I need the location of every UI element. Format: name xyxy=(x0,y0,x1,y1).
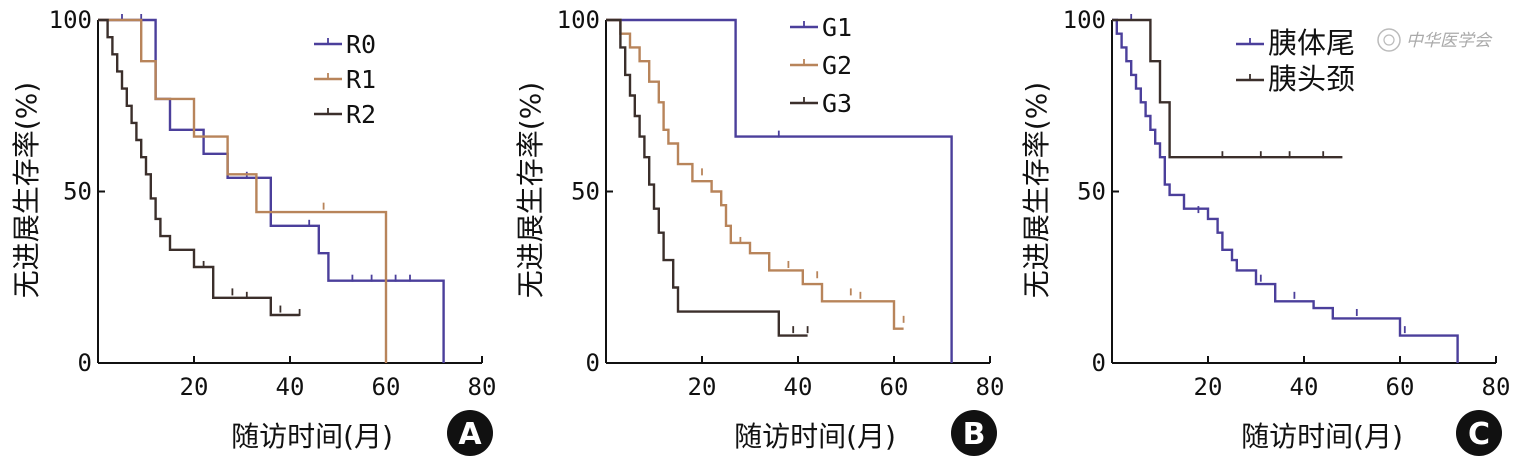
series-line-R1 xyxy=(98,18,388,363)
y-axis-label: 无进展生存率(%) xyxy=(1020,82,1053,298)
x-tick-label: 60 xyxy=(1386,373,1415,401)
panel-badge-letter: B xyxy=(963,417,986,452)
x-axis-label: 随访时间(月) xyxy=(231,420,393,453)
y-tick-label: 50 xyxy=(1077,178,1106,206)
series-line-G2 xyxy=(606,18,904,330)
panel-b: 无进展生存率(%) 随访时间(月) 0 50 100 20 40 60 80 G1 G2 G3 B xyxy=(514,6,1004,456)
x-tick-label: 60 xyxy=(880,373,909,401)
panel-badge xyxy=(1456,410,1502,456)
x-tick-label: 40 xyxy=(1290,373,1319,401)
y-tick-label: 0 xyxy=(586,349,600,377)
series-line-R2 xyxy=(98,18,300,317)
y-tick-label: 0 xyxy=(1092,349,1106,377)
x-tick-label: 20 xyxy=(688,373,717,401)
series-line-G1 xyxy=(606,18,953,363)
watermark-text: 中华医学会 xyxy=(1406,31,1493,51)
x-tick-label: 80 xyxy=(976,373,1005,401)
panel-a: 无进展生存率(%) 随访时间(月) 0 50 100 20 40 60 80 R0 R1 R2 A xyxy=(10,6,496,456)
x-axis-label: 随访时间(月) xyxy=(734,420,896,453)
x-tick-label: 60 xyxy=(372,373,401,401)
y-tick-label: 0 xyxy=(78,349,92,377)
legend-label: G3 xyxy=(822,89,852,118)
x-tick-label: 20 xyxy=(180,373,209,401)
legend-label: 胰体尾 xyxy=(1268,26,1355,60)
y-axis-label: 无进展生存率(%) xyxy=(10,82,43,298)
x-tick-label: 80 xyxy=(1482,373,1511,401)
y-tick-label: 100 xyxy=(49,6,92,34)
series-line-G3 xyxy=(606,18,808,337)
panel-badge-letter: C xyxy=(1468,417,1490,452)
y-tick-label: 50 xyxy=(63,178,92,206)
panel-badge xyxy=(951,410,997,456)
legend-label: G1 xyxy=(822,13,852,42)
x-tick-label: 40 xyxy=(276,373,305,401)
panel-badge xyxy=(447,410,493,456)
legend-label: G2 xyxy=(822,51,852,80)
panel-badge-letter: A xyxy=(458,417,482,452)
series-line-胰体尾 xyxy=(1112,18,1459,363)
x-axis-label: 随访时间(月) xyxy=(1241,420,1403,453)
watermark-logo: 中华医学会 xyxy=(1377,28,1493,52)
y-axis-label: 无进展生存率(%) xyxy=(514,82,547,298)
x-tick-label: 20 xyxy=(1194,373,1223,401)
y-tick-label: 100 xyxy=(557,6,600,34)
series-line-胰头颈 xyxy=(1112,18,1343,159)
x-tick-label: 40 xyxy=(784,373,813,401)
y-tick-label: 100 xyxy=(1063,6,1106,34)
legend-label: R0 xyxy=(346,30,376,59)
y-tick-label: 50 xyxy=(571,178,600,206)
x-tick-label: 80 xyxy=(468,373,497,401)
legend-label: R2 xyxy=(346,100,376,129)
legend-label: R1 xyxy=(346,65,376,94)
legend-label: 胰头颈 xyxy=(1268,62,1355,96)
